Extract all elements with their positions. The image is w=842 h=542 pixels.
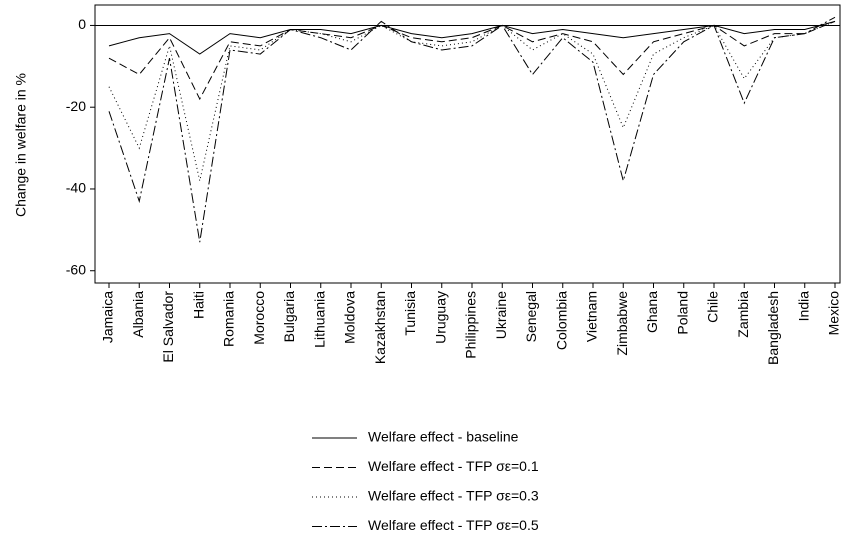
x-tick-label: Chile — [705, 291, 721, 323]
y-tick-label: 0 — [78, 16, 86, 32]
x-tick-label: Bangladesh — [765, 291, 781, 365]
x-tick-label: Ukraine — [493, 291, 509, 339]
x-tick-label: Bulgaria — [281, 291, 297, 343]
x-tick-label: Ghana — [644, 291, 660, 333]
series-line — [108, 20, 836, 101]
legend-label: Welfare effect - baseline — [368, 429, 519, 445]
y-axis-label: Change in welfare in % — [13, 73, 29, 217]
y-tick-label: -60 — [66, 261, 86, 277]
legend-label: Welfare effect - TFP σε=0.1 — [368, 458, 539, 474]
y-tick-label: -20 — [66, 98, 86, 114]
x-tick-label: Albania — [130, 291, 146, 338]
x-tick-label: Romania — [221, 291, 237, 347]
x-tick-label: Haiti — [190, 291, 206, 319]
x-tick-label: Poland — [674, 291, 690, 335]
x-tick-label: Senegal — [523, 291, 539, 342]
legend-label: Welfare effect - TFP σε=0.3 — [368, 488, 539, 504]
x-tick-label: Philippines — [463, 291, 479, 359]
series-line — [108, 16, 836, 243]
legend-label: Welfare effect - TFP σε=0.5 — [368, 517, 539, 533]
x-tick-label: Zambia — [735, 291, 751, 338]
x-tick-label: Lithuania — [311, 291, 327, 348]
x-tick-label: Uruguay — [432, 291, 448, 344]
x-tick-label: Moldova — [342, 291, 358, 344]
series-line — [108, 20, 836, 181]
plot-frame — [94, 4, 841, 284]
x-tick-label: El Salvador — [160, 291, 176, 363]
x-tick-label: Tunisia — [402, 291, 418, 336]
x-tick-label: Mexico — [826, 291, 842, 336]
series-line — [108, 20, 836, 55]
x-tick-label: Vietnam — [584, 291, 600, 342]
x-tick-label: Zimbabwe — [614, 291, 630, 356]
x-tick-label: Jamaica — [100, 291, 116, 343]
x-tick-label: Kazakhstan — [372, 291, 388, 364]
x-tick-label: India — [795, 291, 811, 322]
x-tick-label: Morocco — [251, 291, 267, 345]
x-tick-label: Colombia — [553, 291, 569, 350]
y-tick-label: -40 — [66, 180, 86, 196]
